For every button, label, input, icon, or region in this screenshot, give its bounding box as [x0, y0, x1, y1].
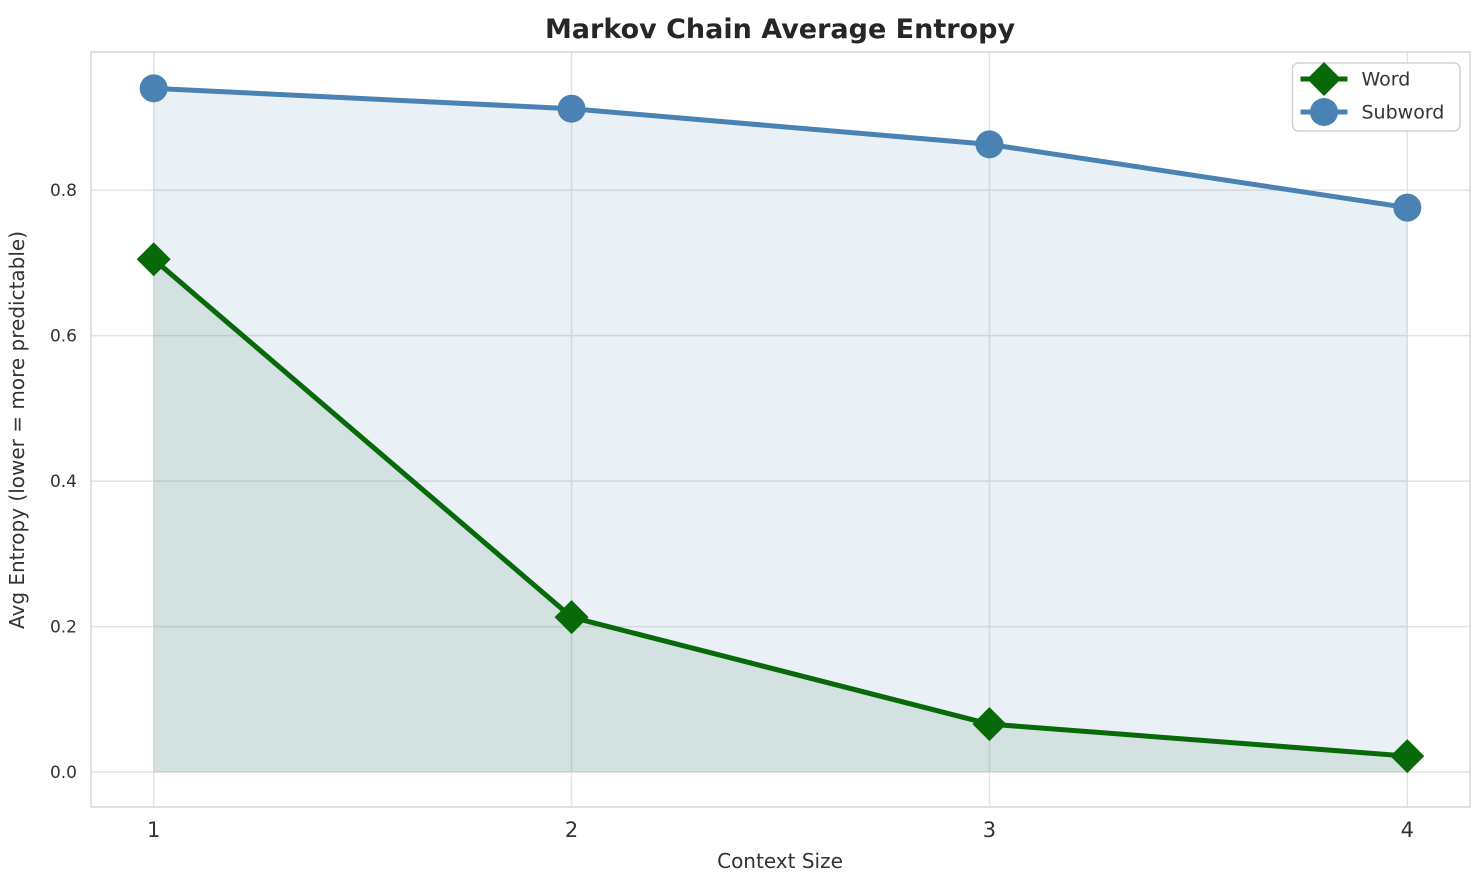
- y-tick-label: 0.0: [50, 763, 77, 783]
- y-axis-label: Avg Entropy (lower = more predictable): [5, 231, 29, 629]
- series-line-word: [151, 256, 1410, 759]
- legend-label-word: Word: [1362, 69, 1411, 91]
- y-tick-label: 0.4: [50, 472, 77, 492]
- x-tick-label: 3: [983, 818, 996, 842]
- legend: Word Subword: [1291, 62, 1461, 132]
- plot-frame: [90, 51, 1471, 808]
- area-fill-subword: [153, 88, 1408, 773]
- y-tick-label: 0.2: [50, 618, 77, 638]
- data-series: [136, 74, 1425, 774]
- area-fill-word: [153, 259, 1408, 773]
- y-tick-label: 0.6: [50, 327, 77, 347]
- legend-subword-circle-icon: [1310, 98, 1338, 126]
- marker-subword-circle-icon: [557, 94, 586, 123]
- marker-subword-circle-icon: [975, 130, 1004, 159]
- legend-word-diamond-icon: [1307, 62, 1341, 96]
- x-tick-label: 2: [565, 818, 578, 842]
- x-tick-label: 4: [1401, 818, 1414, 842]
- marker-subword-circle-icon: [139, 74, 168, 103]
- y-tick-label: 0.8: [50, 181, 77, 201]
- marker-word-diamond-icon: [972, 707, 1007, 742]
- axis-ticks: 0.0 0.2 0.4 0.6 0.8 1 2 3 4: [50, 181, 1414, 842]
- x-axis-label: Context Size: [717, 849, 843, 873]
- x-tick-label: 1: [147, 818, 160, 842]
- series-line-subword: [151, 85, 1410, 211]
- grid-lines: [91, 52, 1470, 807]
- marker-word-diamond-icon: [136, 242, 171, 277]
- chart-title: Markov Chain Average Entropy: [545, 14, 1016, 45]
- legend-label-subword: Subword: [1362, 102, 1445, 124]
- marker-subword-circle-icon: [1393, 193, 1422, 222]
- marker-word-diamond-icon: [1390, 739, 1425, 774]
- marker-word-diamond-icon: [554, 600, 589, 635]
- area-fills: [153, 88, 1408, 773]
